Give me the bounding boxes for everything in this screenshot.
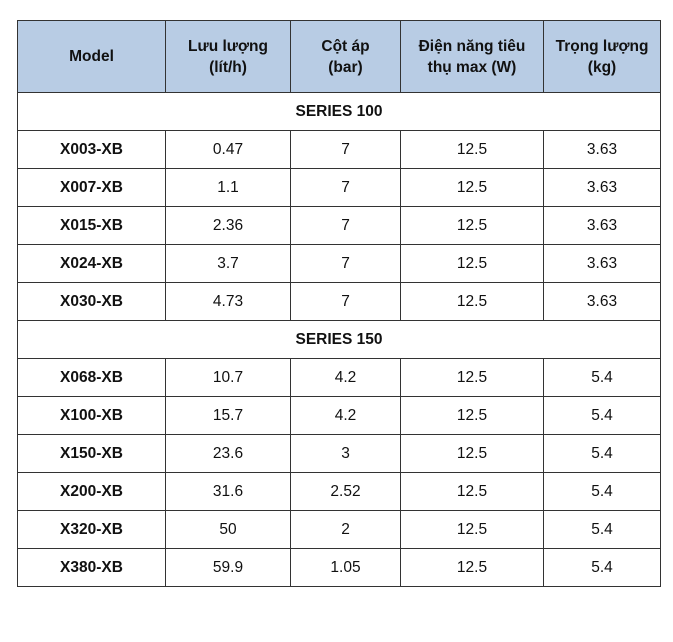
value-cell: 50 — [165, 510, 291, 549]
model-cell: X100-XB — [17, 396, 166, 435]
value-cell: 12.5 — [400, 548, 544, 587]
model-cell: X030-XB — [17, 282, 166, 321]
model-cell: X007-XB — [17, 168, 166, 207]
value-cell: 12.5 — [400, 130, 544, 169]
value-cell: 7 — [290, 282, 401, 321]
data-row: X380-XB 59.9 1.05 12.5 5.4 — [17, 548, 661, 587]
data-row: X003-XB 0.47 7 12.5 3.63 — [17, 130, 661, 169]
value-cell: 5.4 — [543, 358, 661, 397]
value-cell: 3.7 — [165, 244, 291, 283]
header-text: Điện năng tiêu — [418, 37, 526, 55]
value-cell: 31.6 — [165, 472, 291, 511]
value-cell: 3.63 — [543, 168, 661, 207]
data-row: X030-XB 4.73 7 12.5 3.63 — [17, 282, 661, 321]
value-cell: 5.4 — [543, 548, 661, 587]
value-cell: 4.2 — [290, 396, 401, 435]
header-text: (lít/h) — [209, 58, 247, 76]
value-cell: 3 — [290, 434, 401, 473]
value-cell: 3.63 — [543, 282, 661, 321]
model-cell: X150-XB — [17, 434, 166, 473]
model-cell: X320-XB — [17, 510, 166, 549]
value-cell: 12.5 — [400, 244, 544, 283]
header-cell: Cột áp (bar) — [290, 20, 401, 93]
value-cell: 12.5 — [400, 396, 544, 435]
value-cell: 1.1 — [165, 168, 291, 207]
data-row: X015-XB 2.36 7 12.5 3.63 — [17, 206, 661, 245]
header-text: Trọng lượng — [555, 37, 649, 55]
value-cell: 10.7 — [165, 358, 291, 397]
model-cell: X015-XB — [17, 206, 166, 245]
data-row: X150-XB 23.6 3 12.5 5.4 — [17, 434, 661, 473]
header-row: Model Lưu lượng (lít/h) Cột áp (bar) Điện năn… — [17, 20, 661, 93]
value-cell: 12.5 — [400, 168, 544, 207]
model-cell: X024-XB — [17, 244, 166, 283]
data-row: X007-XB 1.1 7 12.5 3.63 — [17, 168, 661, 207]
section-row: SERIES 100 — [17, 92, 661, 131]
value-cell: 5.4 — [543, 510, 661, 549]
value-cell: 5.4 — [543, 472, 661, 511]
model-cell: X068-XB — [17, 358, 166, 397]
value-cell: 4.73 — [165, 282, 291, 321]
value-cell: 15.7 — [165, 396, 291, 435]
value-cell: 3.63 — [543, 130, 661, 169]
value-cell: 2 — [290, 510, 401, 549]
header-text: Lưu lượng — [188, 37, 268, 55]
value-cell: 59.9 — [165, 548, 291, 587]
value-cell: 7 — [290, 130, 401, 169]
data-row: X200-XB 31.6 2.52 12.5 5.4 — [17, 472, 661, 511]
data-row: X024-XB 3.7 7 12.5 3.63 — [17, 244, 661, 283]
value-cell: 23.6 — [165, 434, 291, 473]
value-cell: 12.5 — [400, 358, 544, 397]
value-cell: 4.2 — [290, 358, 401, 397]
model-cell: X380-XB — [17, 548, 166, 587]
value-cell: 7 — [290, 244, 401, 283]
section-row: SERIES 150 — [17, 320, 661, 359]
model-cell: X200-XB — [17, 472, 166, 511]
value-cell: 7 — [290, 168, 401, 207]
header-cell: Model — [17, 20, 166, 93]
value-cell: 12.5 — [400, 282, 544, 321]
value-cell: 0.47 — [165, 130, 291, 169]
value-cell: 12.5 — [400, 510, 544, 549]
header-cell: Trọng lượng (kg) — [543, 20, 661, 93]
value-cell: 5.4 — [543, 434, 661, 473]
header-cell: Điện năng tiêu thụ max (W) — [400, 20, 544, 93]
header-cell: Lưu lượng (lít/h) — [165, 20, 291, 93]
spec-table: Model Lưu lượng (lít/h) Cột áp (bar) Điện năn… — [17, 20, 661, 587]
model-cell: X003-XB — [17, 130, 166, 169]
header-text: (bar) — [328, 58, 363, 76]
value-cell: 5.4 — [543, 396, 661, 435]
value-cell: 2.52 — [290, 472, 401, 511]
header-text: (kg) — [587, 58, 617, 76]
value-cell: 2.36 — [165, 206, 291, 245]
value-cell: 7 — [290, 206, 401, 245]
section-title: SERIES 150 — [17, 320, 661, 359]
value-cell: 1.05 — [290, 548, 401, 587]
header-text: Cột áp — [321, 37, 370, 55]
data-row: X068-XB 10.7 4.2 12.5 5.4 — [17, 358, 661, 397]
value-cell: 3.63 — [543, 244, 661, 283]
header-text: Model — [69, 48, 114, 65]
data-row: X320-XB 50 2 12.5 5.4 — [17, 510, 661, 549]
value-cell: 12.5 — [400, 472, 544, 511]
value-cell: 3.63 — [543, 206, 661, 245]
data-row: X100-XB 15.7 4.2 12.5 5.4 — [17, 396, 661, 435]
value-cell: 12.5 — [400, 434, 544, 473]
header-text: thụ max (W) — [427, 58, 517, 76]
value-cell: 12.5 — [400, 206, 544, 245]
section-title: SERIES 100 — [17, 92, 661, 131]
